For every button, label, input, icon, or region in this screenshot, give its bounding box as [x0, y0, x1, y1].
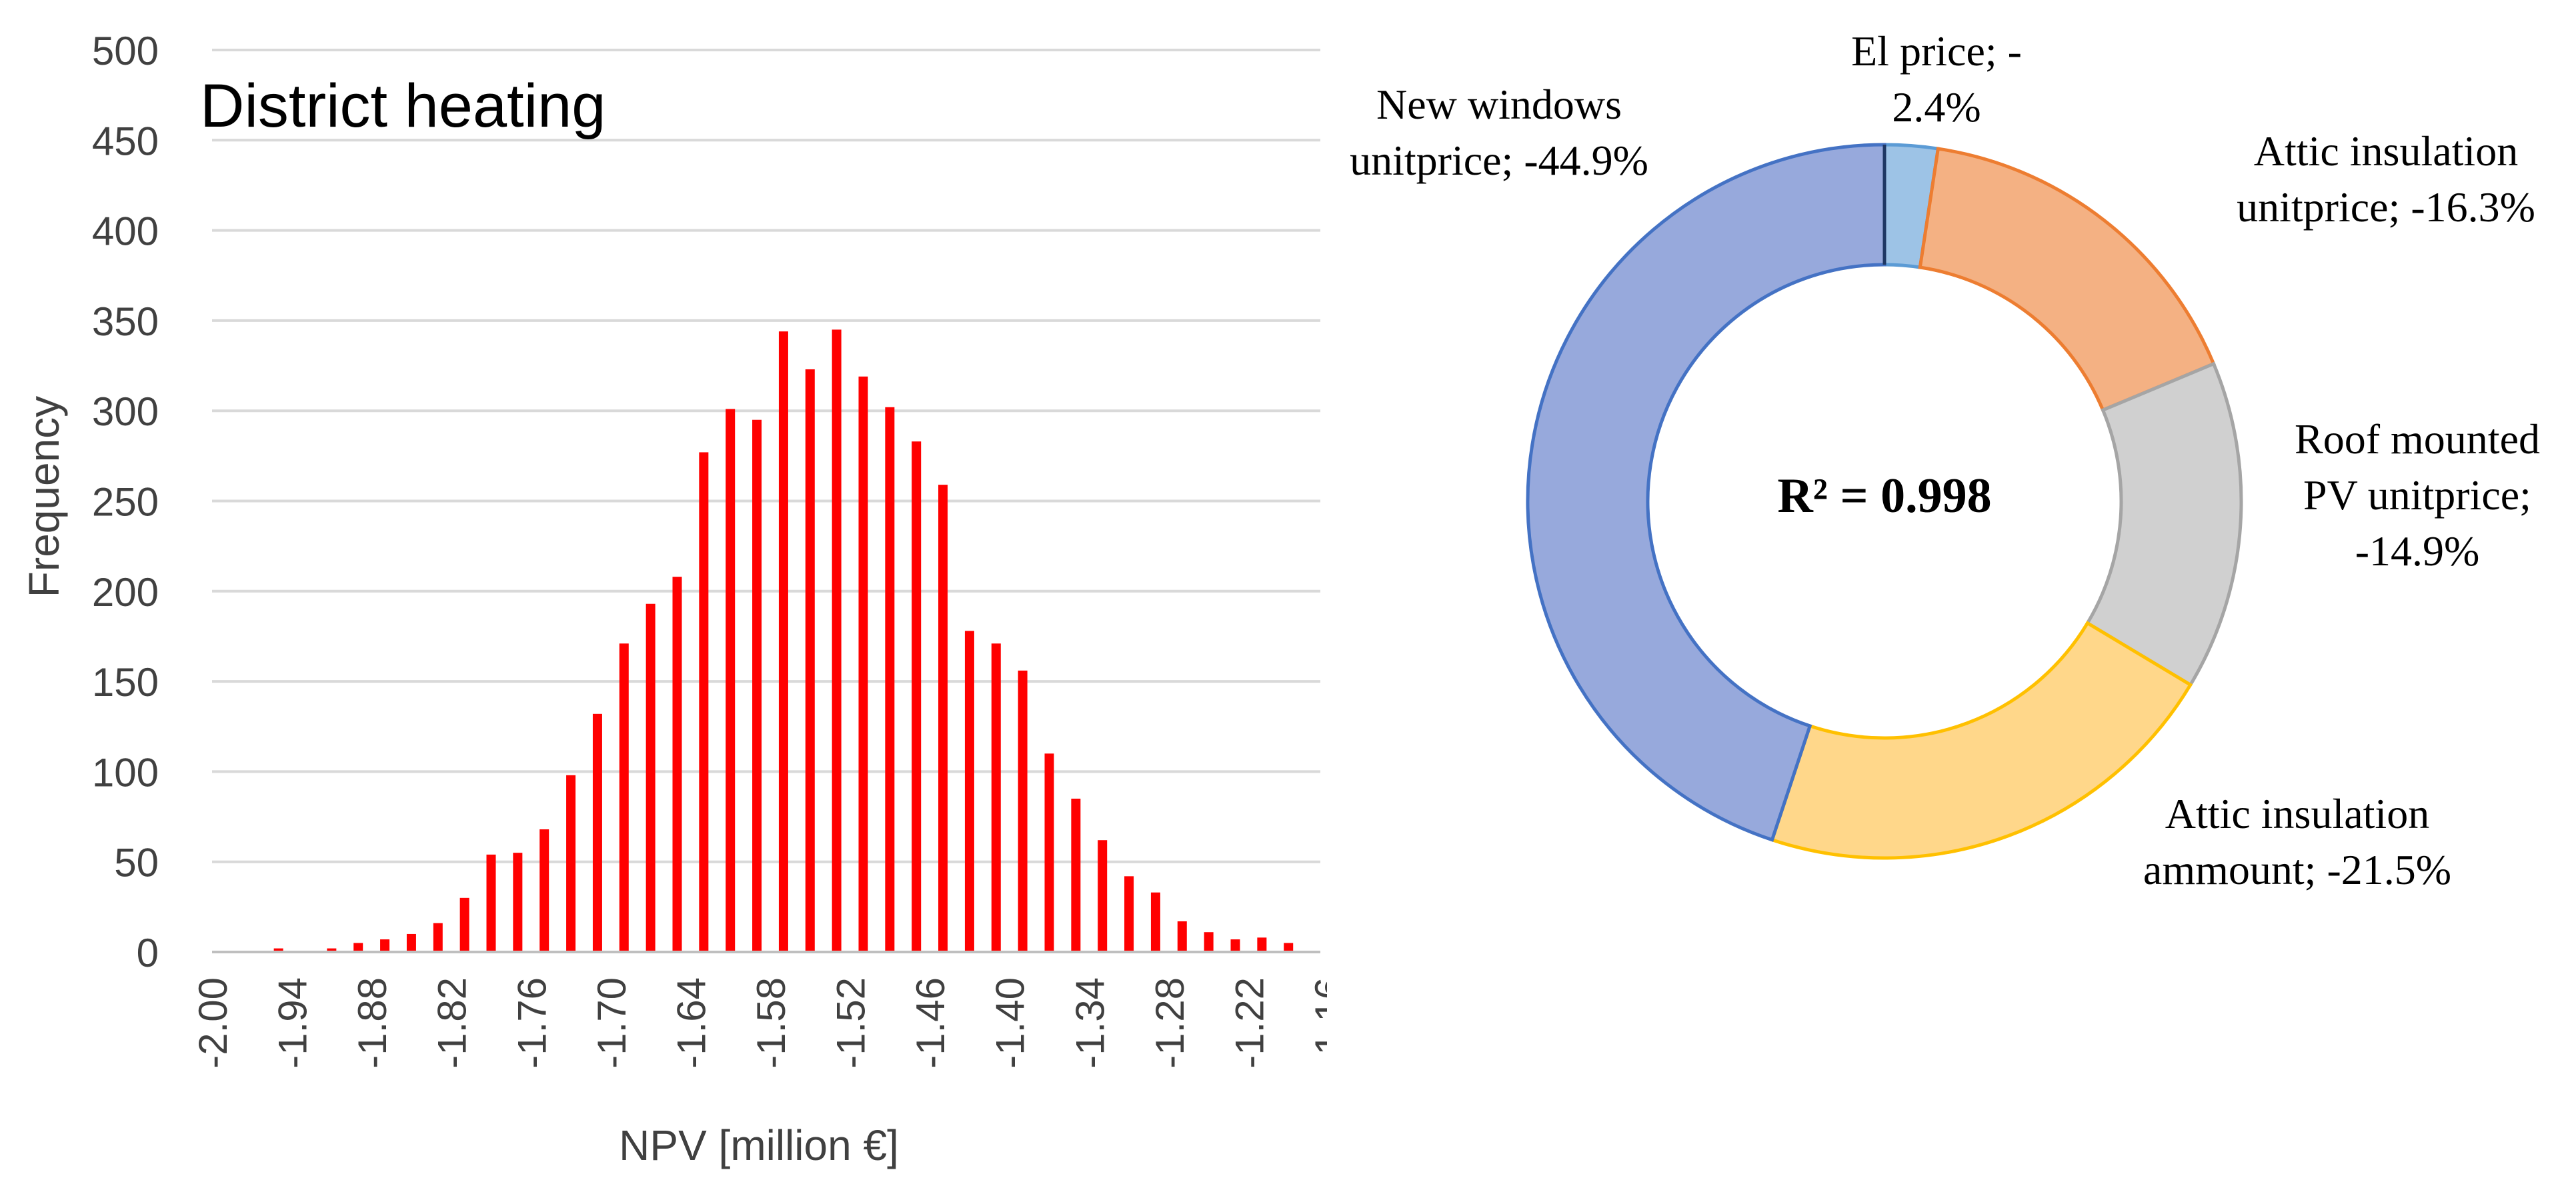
- slice-labels: El price; - 2.4% Attic insulation unitprice…: [1350, 27, 2540, 893]
- slice-label: New windows: [1376, 81, 1622, 128]
- x-tick-label: -1.52: [829, 977, 874, 1069]
- histogram-bar: [566, 775, 576, 952]
- x-tick-label: -1.22: [1227, 977, 1272, 1069]
- histogram-bar: [991, 643, 1001, 952]
- histogram-bar: [1257, 937, 1267, 952]
- histogram-bar: [938, 485, 948, 952]
- histogram-bar: [406, 933, 416, 952]
- histogram-bar: [353, 943, 363, 952]
- x-tick-label: -2.00: [191, 977, 235, 1069]
- slice-label: unitprice; -44.9%: [1350, 137, 1648, 184]
- histogram-bar: [327, 948, 337, 952]
- gridlines: [212, 49, 1320, 863]
- x-tick-label: -1.16: [1307, 977, 1327, 1069]
- histogram-bar: [513, 853, 523, 952]
- y-tick-label: 150: [92, 660, 159, 705]
- histogram-bars: [273, 329, 1294, 952]
- histogram-bar: [1150, 892, 1160, 952]
- y-tick-label: 400: [92, 209, 159, 254]
- histogram-bar: [726, 409, 736, 952]
- histogram-bar: [964, 631, 974, 952]
- y-tick-label: 100: [92, 750, 159, 795]
- x-tick-labels: -2.00 -1.94 -1.88 -1.82 -1.76 -1.70 -1.64 -1.58…: [191, 977, 1327, 1069]
- y-tick-label: 250: [92, 480, 159, 525]
- histogram-bar: [1204, 932, 1214, 952]
- y-tick-label: 0: [137, 931, 159, 975]
- histogram-bar: [433, 923, 443, 952]
- x-tick-label: -1.70: [589, 977, 634, 1069]
- histogram-bar: [672, 577, 682, 952]
- x-tick-label: -1.28: [1148, 977, 1192, 1069]
- x-axis-label: NPV [million €]: [619, 1121, 899, 1169]
- slice-label: Attic insulation: [2165, 790, 2429, 837]
- histogram-bar: [858, 376, 868, 952]
- y-tick-label: 450: [92, 119, 159, 163]
- histogram-bar: [1044, 753, 1054, 952]
- histogram-bar: [778, 331, 788, 952]
- histogram-bar: [805, 369, 815, 952]
- histogram-bar: [1098, 840, 1108, 952]
- histogram-bar: [1071, 798, 1081, 952]
- donut-slice: [1526, 143, 1886, 842]
- histogram-bar: [752, 419, 762, 952]
- y-tick-label: 500: [92, 29, 159, 73]
- y-tick-label: 300: [92, 389, 159, 434]
- y-tick-label: 350: [92, 299, 159, 344]
- slice-label: ammount; -21.5%: [2143, 846, 2451, 893]
- histogram-bar: [1018, 670, 1028, 952]
- histogram-bar: [885, 407, 895, 952]
- r-squared-annotation: R² = 0.998: [1777, 469, 1991, 523]
- x-tick-label: -1.46: [908, 977, 953, 1069]
- donut-slice: [1918, 147, 2216, 413]
- slice-label: PV unitprice;: [2303, 471, 2531, 519]
- slice-label: Roof mounted: [2295, 415, 2540, 463]
- donut-chart: El price; - 2.4% Attic insulation unitprice…: [1350, 27, 2540, 893]
- y-tick-label: 50: [114, 841, 159, 885]
- x-tick-label: -1.82: [430, 977, 475, 1069]
- x-tick-label: -1.64: [669, 977, 714, 1069]
- histogram-bar: [1230, 939, 1240, 952]
- histogram-bar: [459, 897, 469, 952]
- histogram-bar: [646, 603, 656, 952]
- histogram-bar: [1177, 921, 1187, 952]
- histogram-bar: [592, 713, 602, 952]
- chart-title: District heating: [200, 72, 605, 140]
- x-tick-label: -1.58: [749, 977, 794, 1069]
- y-tick-labels: 0 50 100 150 200 250 300 350 400 450 500: [92, 29, 159, 975]
- histogram-bar: [912, 441, 922, 952]
- donut-slices: [1526, 143, 2243, 860]
- x-tick-label: -1.34: [1068, 977, 1112, 1069]
- histogram-bar: [1124, 876, 1134, 952]
- slice-label: 2.4%: [1892, 83, 1981, 131]
- histogram-bar: [539, 829, 549, 952]
- histogram-bar: [486, 854, 496, 952]
- histogram-chart: 0 50 100 150 200 250 300 350 400 450 500 -2.00 -1.9…: [20, 29, 1327, 1169]
- x-tick-label: -1.40: [988, 977, 1033, 1069]
- histogram-bar: [832, 329, 842, 952]
- histogram-bar: [273, 948, 283, 952]
- histogram-bar: [619, 643, 629, 952]
- slice-label: -14.9%: [2355, 527, 2480, 575]
- slice-label: Attic insulation: [2254, 127, 2518, 175]
- y-axis-label: Frequency: [20, 396, 68, 597]
- histogram-bar: [1284, 943, 1294, 952]
- histogram-bar: [380, 939, 390, 952]
- histogram-bar: [699, 452, 709, 952]
- y-tick-label: 200: [92, 570, 159, 615]
- x-tick-label: -1.94: [271, 977, 315, 1069]
- donut-slice: [1770, 621, 2193, 860]
- slice-label: unitprice; -16.3%: [2237, 183, 2535, 231]
- x-tick-label: -1.76: [509, 977, 554, 1069]
- slice-label: El price; -: [1851, 27, 2022, 75]
- x-tick-label: -1.88: [350, 977, 395, 1069]
